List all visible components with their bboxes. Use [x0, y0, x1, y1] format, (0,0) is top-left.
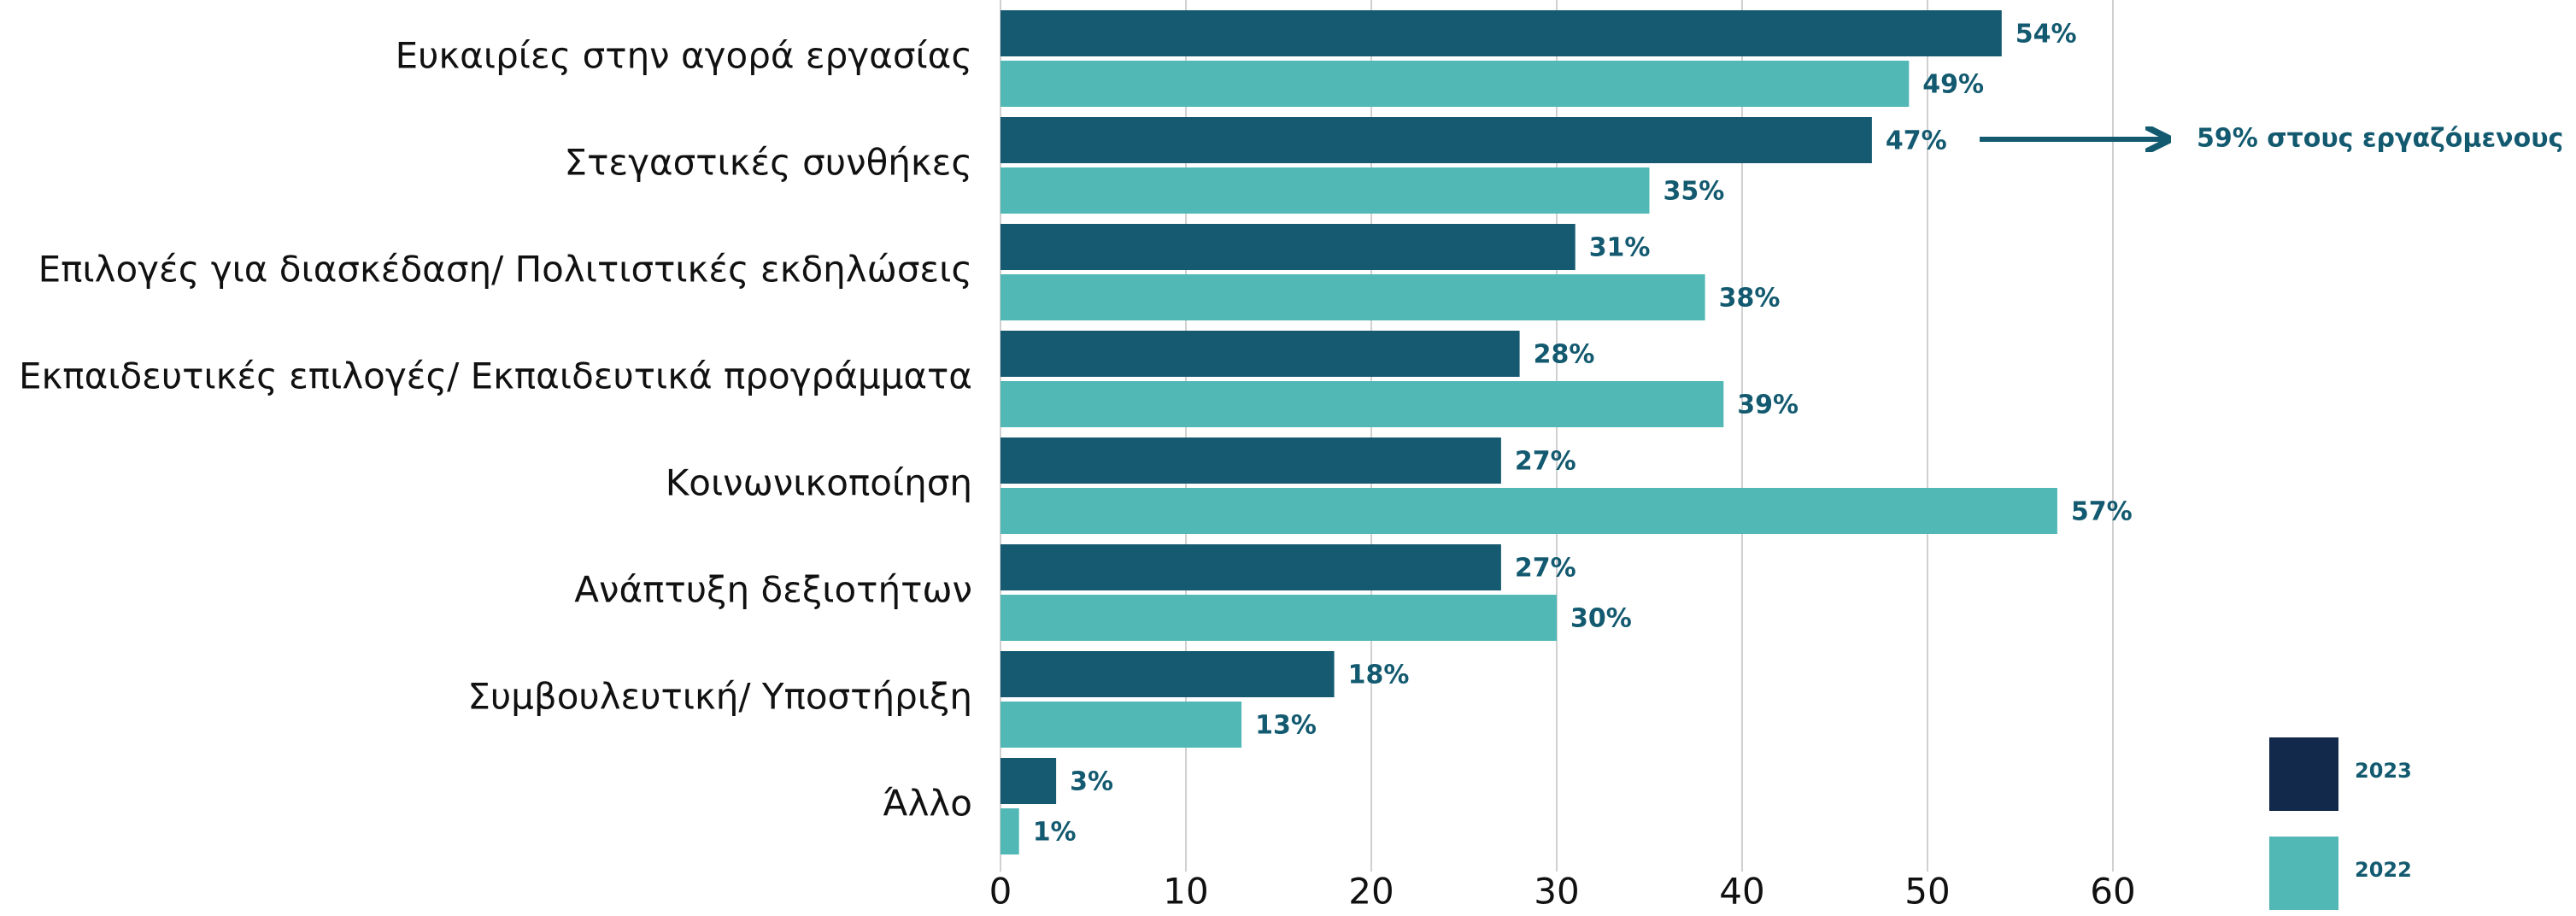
- legend-swatch: [2269, 837, 2338, 910]
- bar: [1000, 224, 1576, 270]
- category-label: Επιλογές για διασκέδαση/ Πολιτιστικές εκ…: [38, 249, 972, 291]
- value-label: 27%: [1515, 447, 1576, 477]
- legend-label: 2022: [2355, 858, 2412, 882]
- value-label: 39%: [1737, 390, 1799, 420]
- value-label: 49%: [1922, 70, 1984, 100]
- x-tick-label: 30: [1534, 871, 1579, 913]
- value-label: 13%: [1255, 711, 1317, 741]
- category-label: Εκπαιδευτικές επιλογές/ Εκπαιδευτικά προ…: [19, 355, 972, 397]
- value-label: 1%: [1033, 818, 1077, 848]
- legend-label: 2023: [2355, 759, 2412, 783]
- x-tick-label: 60: [2090, 871, 2135, 913]
- category-label: Κοινωνικοποίηση: [666, 462, 972, 504]
- category-label: Ευκαιρίες στην αγορά εργασίας: [396, 35, 972, 77]
- bar: [1000, 702, 1242, 748]
- bar: [1000, 758, 1057, 804]
- legend-swatch: [2269, 737, 2338, 811]
- bar: [1000, 274, 1705, 320]
- bar: [1000, 61, 1910, 107]
- value-label: 18%: [1348, 661, 1410, 690]
- bar: [1000, 808, 1019, 854]
- value-label: 28%: [1534, 340, 1595, 370]
- bar: [1000, 651, 1335, 697]
- value-label: 57%: [2071, 497, 2133, 527]
- bar: [1000, 10, 2002, 56]
- bar: [1000, 595, 1557, 641]
- value-label: 54%: [2016, 20, 2077, 50]
- value-label: 27%: [1515, 554, 1576, 584]
- value-label: 47%: [1886, 126, 1947, 156]
- bar: [1000, 331, 1520, 377]
- bar: [1000, 488, 2057, 534]
- x-tick-label: 0: [989, 871, 1012, 913]
- category-label: Ανάπτυξη δεξιοτήτων: [574, 569, 972, 611]
- bar: [1000, 544, 1501, 590]
- bar: [1000, 381, 1724, 427]
- value-label: 38%: [1719, 284, 1781, 314]
- x-tick-label: 10: [1163, 871, 1208, 913]
- value-label: 31%: [1589, 233, 1651, 263]
- value-label: 30%: [1570, 604, 1632, 634]
- bar: [1000, 167, 1650, 214]
- value-label: 35%: [1664, 177, 1725, 207]
- x-tick-label: 20: [1348, 871, 1394, 913]
- bar: [1000, 117, 1872, 163]
- category-label: Άλλο: [883, 783, 973, 825]
- x-tick-label: 40: [1719, 871, 1764, 913]
- category-label: Στεγαστικές συνθήκες: [565, 142, 972, 184]
- category-label: Συμβουλευτική/ Υποστήριξη: [467, 676, 972, 718]
- x-tick-label: 50: [1904, 871, 1950, 913]
- value-label: 3%: [1070, 767, 1113, 797]
- bar: [1000, 437, 1501, 484]
- annotation: 59% στους εργαζόμενους: [2197, 124, 2563, 154]
